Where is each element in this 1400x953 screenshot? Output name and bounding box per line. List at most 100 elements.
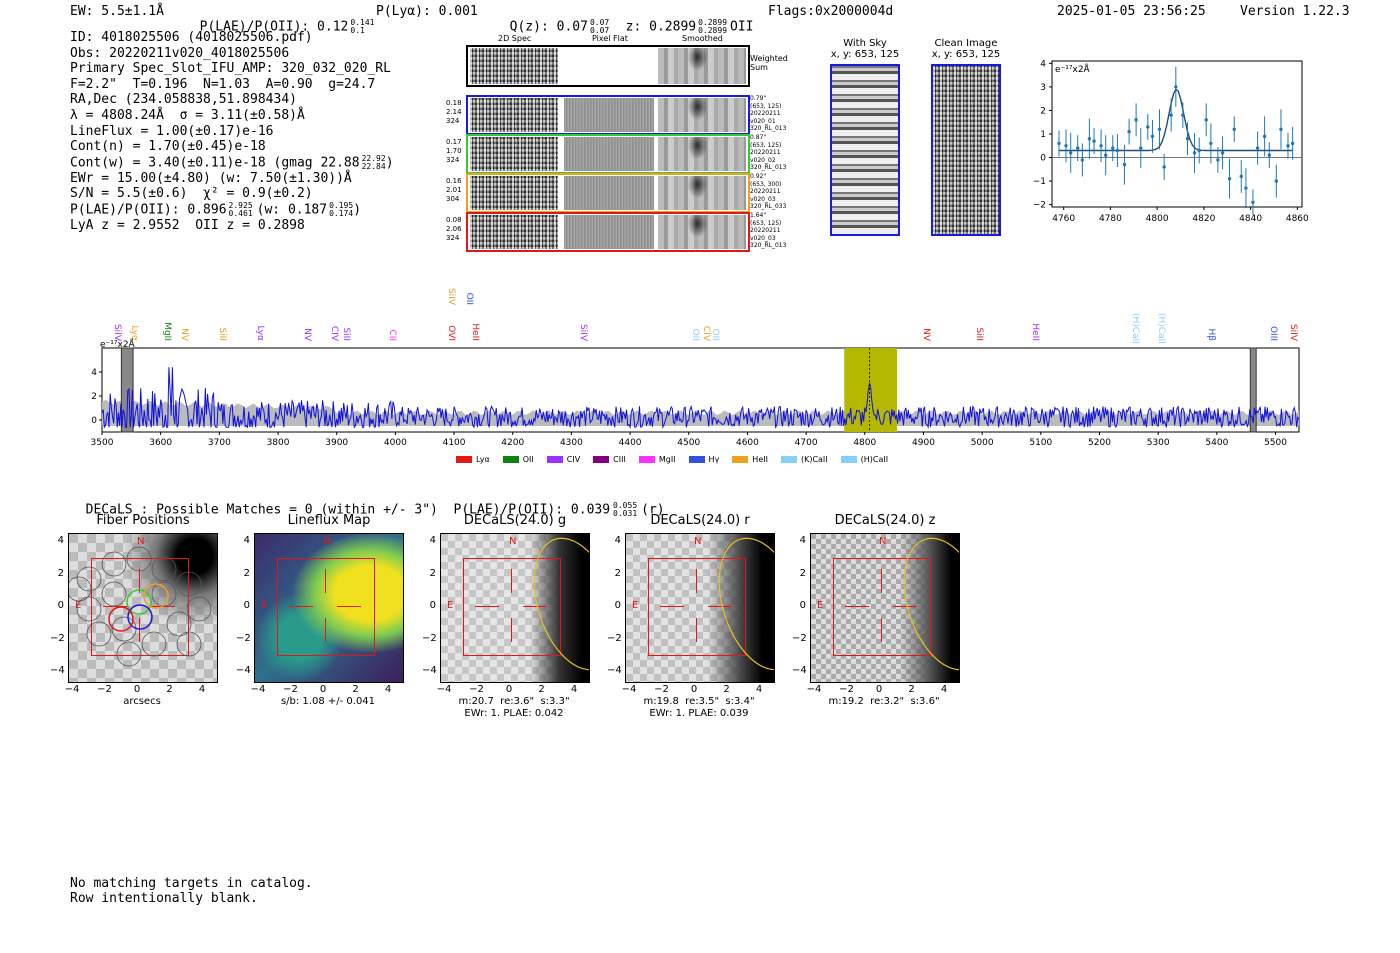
fiber-circles <box>69 546 212 667</box>
panel-xtick-label: 2 <box>166 684 173 695</box>
panel-caption: m:19.2 re:3.2" s:3.6" <box>828 696 940 707</box>
info-lambda: λ = 4808.24Å σ = 3.11(±0.58)Å <box>70 107 305 123</box>
info-contw: Cont(w) = 3.40(±0.11)e-18 (gmag 22.88 22.… <box>70 153 394 171</box>
zoom-point <box>1197 148 1201 153</box>
info-plae: P(LAE)/P(OII): 0.896 2.925 0.461 (w: 0.187 0… <box>70 201 362 219</box>
zoom-point <box>1157 127 1162 131</box>
zoom-point <box>1232 127 1236 131</box>
panel-xtick-label: 2 <box>538 684 545 695</box>
info-fiber: F=2.2" T=0.196 N=1.03 A=0.90 g=24.7 <box>70 76 376 92</box>
spectrum-masked-region <box>120 347 134 433</box>
spectrum-xtick-label: 5200 <box>1088 438 1111 448</box>
zoom-point <box>1087 137 1092 141</box>
zoom-point <box>1209 141 1213 146</box>
spectrum-ytick-label: 4 <box>91 368 97 378</box>
zoom-point <box>1076 146 1080 150</box>
zoom-point <box>1064 144 1068 148</box>
panel-xtick-label: 2 <box>908 684 915 695</box>
info-lyaz: LyA z = 2.9552 OII z = 0.2898 <box>70 218 305 234</box>
zoom-chart: 4 3 2 1 0 −1 −2 4760 4780 4800 4820 4840 4860 e⁻¹⁷x2Å <box>1033 59 1309 224</box>
footer-no-targets: No matching targets in catalog. <box>70 876 313 891</box>
header-version: Version 1.22.3 <box>1240 4 1350 19</box>
panel-xtick-label: −4 <box>64 684 80 695</box>
zoom-xtick-label: 4780 <box>1099 214 1122 224</box>
zoom-ytick-label: −2 <box>1033 201 1046 211</box>
spectrum-xtick-label: 3800 <box>267 438 290 448</box>
panel-xtick-label: 4 <box>940 684 948 695</box>
clean-image-title: Clean Image x, y: 653, 125 <box>931 38 1001 60</box>
info-obs: Obs: 20220211v020_4018025506 <box>70 45 290 61</box>
panel-ellipse <box>903 537 959 671</box>
zoom-point <box>1092 139 1096 143</box>
zoom-point <box>1227 177 1232 181</box>
panel-ytick-label: −2 <box>607 632 622 644</box>
zoom-point <box>1174 85 1178 89</box>
panel-ytick-label: 0 <box>614 600 621 611</box>
panel-caption: arcsecs <box>123 696 161 707</box>
panel-ytick-label: 0 <box>799 600 806 611</box>
panel-ytick-label: −4 <box>236 665 251 676</box>
zoom-unit-label: e⁻¹⁷x2Å <box>1055 63 1091 75</box>
panel-image: N E <box>810 533 960 683</box>
zoom-point <box>1239 174 1243 179</box>
panel-xtick-label: 4 <box>755 684 763 695</box>
header-qz: Q(z): 0.07 0.07 0.07 <box>509 18 610 35</box>
spectrum-xtick-label: 4700 <box>795 438 818 448</box>
panel-ellipse <box>718 537 774 671</box>
spectrum-xtick-label: 4400 <box>619 438 642 448</box>
header-flags: Flags:0x2000004d <box>768 4 894 19</box>
zoom-point <box>1244 186 1248 190</box>
zoom-point <box>1146 125 1150 129</box>
panel-image: N E <box>625 533 775 683</box>
panel-title: Fiber Positions <box>96 513 190 528</box>
legend-item: OII <box>502 455 534 464</box>
zoom-xtick-label: 4840 <box>1239 214 1262 224</box>
legend-item: (H)CaII <box>840 455 888 464</box>
line-legend: Lyα OII CIV CIII MgII Hγ HeII (K)CaII (H)CaII <box>456 447 901 466</box>
clean-image <box>931 64 1001 236</box>
spectral-line-label-upper: SiIV <box>446 287 457 305</box>
spectrum-xtick-label: 4900 <box>912 438 935 448</box>
spectrum-ytick-label: 0 <box>91 416 97 426</box>
zoom-xtick-label: 4820 <box>1192 214 1215 224</box>
cutout-row-meta: 0.79" (653, 125) 20220211 v020_01 320_RL_013 <box>750 95 787 132</box>
cutout-row-stats: 0.17 1.70 324 <box>446 138 462 164</box>
zoom-point <box>1104 153 1108 157</box>
panel-east-label: E <box>632 600 639 611</box>
panel-image: N E <box>440 533 590 683</box>
zoom-point <box>1057 141 1061 146</box>
panel-ytick-label: −2 <box>50 632 65 644</box>
weighted-sum-row <box>466 45 750 87</box>
panel-ytick-label: 2 <box>243 567 250 579</box>
zoom-ytick-label: 2 <box>1040 106 1046 116</box>
panel-ytick-label: −2 <box>422 632 437 644</box>
panel-xtick-label: −2 <box>839 684 854 695</box>
panel-ytick-label: 2 <box>429 567 436 579</box>
panel-ytick-label: −2 <box>792 632 807 644</box>
panel-image: N E <box>254 533 404 683</box>
header-redshift: z: 0.2899 0.2899 0.2899 OII <box>625 18 754 35</box>
panel-xtick-label: 0 <box>133 684 141 695</box>
spectrum-xtick-label: 4200 <box>501 438 524 448</box>
footer-blank-row: Row intentionally blank. <box>70 891 258 906</box>
header-plya: P(Lyα): 0.001 <box>376 4 478 19</box>
zoom-xtick-label: 4800 <box>1146 214 1169 224</box>
cutout-col-smoothed: Smoothed <box>682 34 723 43</box>
legend-item: Hγ <box>688 455 719 464</box>
panel-ytick-label: 2 <box>799 567 806 579</box>
spectral-line-label-upper: OII <box>463 292 474 305</box>
zoom-point <box>1216 158 1220 162</box>
spectrum-xtick-label: 4300 <box>560 438 583 448</box>
panel-north-label: N <box>694 536 702 547</box>
with-sky-title: With Sky x, y: 653, 125 <box>830 38 900 60</box>
panel-ytick-label: −2 <box>236 632 251 644</box>
panel-xtick-label: 4 <box>198 684 206 695</box>
spectrum-xtick-label: 3500 <box>91 438 114 448</box>
panel-ytick-label: −4 <box>792 665 807 676</box>
zoom-point <box>1080 158 1085 162</box>
info-contn: Cont(n) = 1.70(±0.45)e-18 <box>70 139 266 155</box>
cutout-row <box>466 173 750 213</box>
zoom-point <box>1127 129 1131 134</box>
panel-ytick-label: 0 <box>57 600 64 611</box>
spectrum-unit-label: e⁻¹⁷x2Å <box>100 338 136 350</box>
